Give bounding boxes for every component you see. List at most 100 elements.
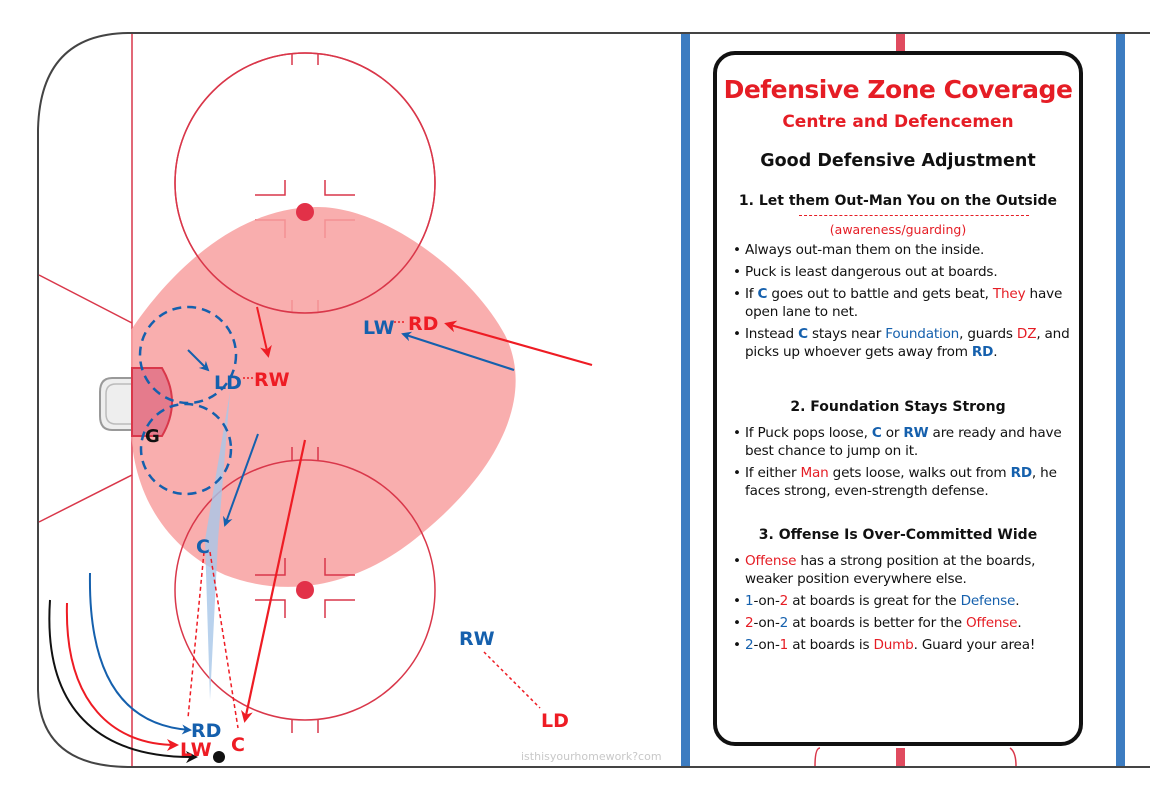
bullet-text: -on-	[753, 615, 780, 631]
bullet-text: at boards is great for the	[788, 593, 961, 609]
arrow-rw-top	[256, 306, 272, 358]
bullet-text: RW	[903, 425, 929, 441]
player-c-bottom: C	[231, 734, 245, 756]
bullet-text: . Guard your area!	[913, 637, 1036, 653]
bullet-text: Dumb	[873, 637, 914, 653]
bullet-text: has a strong position at the boards, wea…	[745, 553, 1036, 587]
bullet-text: -on-	[753, 637, 780, 653]
bullet-text: Offense	[745, 553, 797, 569]
faceoff-dot-top	[296, 203, 314, 221]
bullet-text: goes out to battle and gets beat,	[767, 286, 993, 302]
bullet-item: If either Man gets loose, walks out from…	[733, 464, 1078, 500]
bullet-text: RD	[1010, 465, 1033, 481]
bullet-text: Defense	[960, 593, 1016, 609]
bullet-text: at boards is	[788, 637, 874, 653]
bullet-item: 2-on-2 at boards is better for the Offen…	[733, 614, 1078, 632]
panel-heading: Good Defensive Adjustment	[760, 151, 1036, 171]
info-panel: Defensive Zone Coverage Centre and Defen…	[713, 51, 1083, 746]
arrow-red-curve	[65, 602, 179, 751]
bullet-text: , and picks up whoever gets away from	[745, 326, 1070, 360]
section-2-bullets: If Puck pops loose, C or RW are ready an…	[733, 424, 1078, 504]
bullet-item: Puck is least dangerous out at boards.	[733, 263, 1078, 281]
bullet-text: stays near	[807, 326, 886, 342]
panel-subtitle: Centre and Defencemen	[782, 112, 1014, 132]
arrow-black-curve	[48, 599, 198, 764]
player-lw-bottom: LW	[180, 739, 212, 761]
bullet-item: Offense has a strong position at the boa…	[733, 552, 1078, 588]
faceoff-circle-bottom	[174, 447, 436, 733]
section-1-divider	[799, 215, 1029, 216]
bullet-text: Instead	[745, 326, 799, 342]
arrow-c-move	[223, 433, 259, 527]
player-goalie: G	[145, 426, 160, 447]
bullet-text: C	[871, 425, 882, 441]
dotted-c-rd	[187, 551, 205, 719]
faceoff-dot-bottom	[296, 581, 314, 599]
bullet-text: , he faces strong, even-strength defense…	[745, 465, 1057, 499]
bullet-text: at boards is better for the	[788, 615, 967, 631]
bullet-item: Always out-man them on the inside.	[733, 241, 1078, 259]
bullet-item: If Puck pops loose, C or RW are ready an…	[733, 424, 1078, 460]
section-1-bullets: Always out-man them on the inside. Puck i…	[733, 241, 1078, 365]
player-rw-top: RW	[254, 369, 290, 391]
player-rw-bottom: RW	[459, 628, 495, 650]
section-3-title: 3. Offense Is Over-Committed Wide	[758, 527, 1038, 543]
puck	[213, 751, 225, 763]
bullet-text: -on-	[753, 593, 780, 609]
panel-title: Defensive Zone Coverage	[723, 75, 1073, 104]
red-line-bottom	[896, 748, 905, 766]
bullet-text: gets loose, walks out from	[828, 465, 1011, 481]
bullet-text: DZ	[1016, 326, 1037, 342]
bullet-text: Man	[800, 465, 829, 481]
bullet-text: Puck is least dangerous out at boards.	[745, 264, 998, 280]
net-diagonal-top	[38, 274, 133, 324]
bullet-text: They	[992, 286, 1026, 302]
bullet-text: .	[1015, 593, 1020, 609]
arrow-rd-top	[444, 320, 593, 367]
bullet-text: 2	[779, 615, 789, 631]
bullet-item: 1-on-2 at boards is great for the Defens…	[733, 592, 1078, 610]
g-coverage-circle	[139, 402, 233, 496]
arrow-blue-curve	[88, 572, 192, 735]
section-1-note: (awareness/guarding)	[829, 222, 967, 237]
bullet-text: .	[993, 344, 998, 360]
goal-net	[99, 377, 132, 431]
player-rd-top: RD	[408, 313, 438, 335]
bullet-text: 2	[779, 593, 789, 609]
bullet-text: 2	[745, 637, 754, 653]
dotted-rw-ld	[483, 651, 541, 709]
section-1-title: 1. Let them Out-Man You on the Outside	[738, 193, 1058, 209]
bullet-text: If	[745, 286, 758, 302]
arrow-c-to-puck	[241, 439, 307, 723]
bullet-item: If C goes out to battle and gets beat, T…	[733, 285, 1078, 321]
section-2-title: 2. Foundation Stays Strong	[790, 399, 1006, 415]
bullet-text: C	[757, 286, 768, 302]
rink-boards	[37, 32, 1150, 768]
bullet-text: have open lane to net.	[745, 286, 1063, 320]
bullet-text: 1	[745, 593, 754, 609]
player-centre-mid: C	[196, 536, 210, 558]
player-ld-top: LD	[214, 372, 242, 394]
player-rd-bottom: RD	[191, 720, 221, 742]
bullet-text: RD	[971, 344, 994, 360]
bullet-text: , guards	[959, 326, 1017, 342]
bullet-text: Foundation	[885, 326, 960, 342]
bullet-text: are ready and have best chance to jump o…	[745, 425, 1062, 459]
bullet-item: 2-on-1 at boards is Dumb. Guard your are…	[733, 636, 1078, 654]
blue-line	[681, 34, 690, 766]
net-diagonal-bottom	[38, 474, 133, 523]
watermark: isthisyourhomework?com	[521, 750, 662, 763]
bullet-text: Always out-man them on the inside.	[745, 242, 985, 258]
centre-circle-arc-right	[1009, 747, 1017, 767]
coverage-zone	[130, 206, 516, 587]
bullet-text: C	[798, 326, 808, 342]
bullet-text: or	[881, 425, 904, 441]
bullet-text: If either	[745, 465, 801, 481]
bullet-text: Offense	[966, 615, 1018, 631]
bullet-text: If Puck pops loose,	[745, 425, 872, 441]
bullet-text: .	[1017, 615, 1022, 631]
centre-circle-arc	[814, 747, 821, 767]
player-lw-top: LW	[363, 317, 395, 339]
dotted-c-c	[209, 551, 239, 729]
